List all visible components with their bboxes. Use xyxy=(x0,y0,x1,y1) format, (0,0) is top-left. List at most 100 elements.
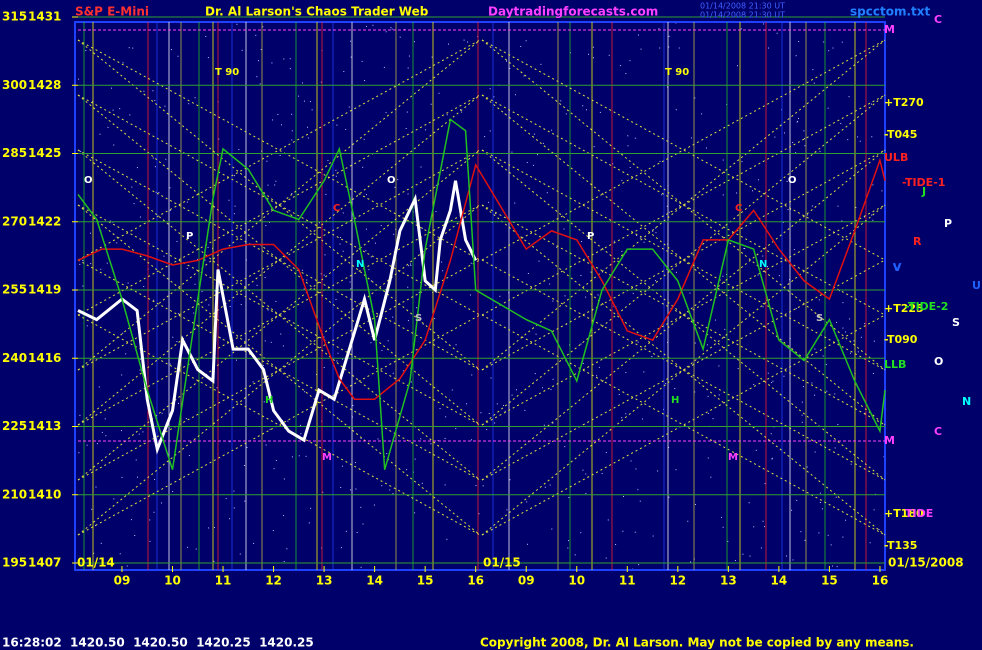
star xyxy=(188,455,190,457)
star xyxy=(154,479,156,481)
star xyxy=(336,360,338,362)
star xyxy=(265,225,267,227)
star xyxy=(803,130,805,132)
star xyxy=(365,25,367,27)
star xyxy=(337,352,339,354)
diagonal-line xyxy=(481,204,886,426)
star xyxy=(186,201,188,203)
star xyxy=(744,248,746,250)
star xyxy=(763,23,765,25)
star xyxy=(125,353,127,355)
star xyxy=(787,209,789,211)
star xyxy=(152,157,154,159)
star xyxy=(252,381,254,383)
star xyxy=(165,158,167,160)
star xyxy=(106,262,108,264)
star xyxy=(675,271,677,273)
star xyxy=(821,508,823,510)
star xyxy=(550,389,552,391)
star xyxy=(658,28,660,30)
star xyxy=(873,340,875,342)
star xyxy=(722,526,724,528)
level-label: LLB xyxy=(884,358,906,371)
star xyxy=(160,502,162,504)
star xyxy=(370,342,372,344)
star xyxy=(154,99,156,101)
star xyxy=(718,394,720,396)
chart-label: V xyxy=(893,263,901,274)
x-tick-label: 15 xyxy=(821,574,838,588)
star xyxy=(262,364,264,366)
star xyxy=(434,318,436,320)
star xyxy=(229,441,231,443)
star xyxy=(78,78,80,80)
star xyxy=(283,478,285,480)
star xyxy=(229,305,231,307)
star xyxy=(675,469,677,471)
star xyxy=(267,184,269,186)
diagonal-line xyxy=(77,94,481,426)
star xyxy=(323,336,325,338)
star xyxy=(176,341,178,343)
star xyxy=(289,68,291,70)
star xyxy=(387,340,389,342)
chart-label: N xyxy=(759,259,767,270)
star xyxy=(722,275,724,277)
diagonal-line xyxy=(481,259,886,481)
star xyxy=(825,364,827,366)
star xyxy=(283,514,285,516)
star xyxy=(850,463,852,465)
star xyxy=(826,390,828,392)
star xyxy=(335,175,337,177)
star xyxy=(370,280,372,282)
star xyxy=(666,205,668,207)
star xyxy=(585,492,587,494)
star xyxy=(82,285,84,287)
star xyxy=(556,246,558,248)
star xyxy=(335,169,337,171)
star xyxy=(535,333,537,335)
diagonal-line xyxy=(77,149,481,371)
diagonal-line xyxy=(481,39,886,371)
star xyxy=(343,71,345,73)
level-label: -T135 xyxy=(884,539,917,552)
star xyxy=(208,304,210,306)
star xyxy=(105,435,107,437)
star xyxy=(524,409,526,411)
star xyxy=(870,103,872,105)
star xyxy=(78,452,80,454)
star xyxy=(689,292,691,294)
star xyxy=(694,342,696,344)
star xyxy=(323,274,325,276)
star xyxy=(418,292,420,294)
star xyxy=(629,166,631,168)
star xyxy=(300,424,302,426)
star xyxy=(582,362,584,364)
star xyxy=(149,519,151,521)
star xyxy=(772,380,774,382)
star xyxy=(792,142,794,144)
chart-label: P xyxy=(587,231,594,242)
star xyxy=(132,47,134,49)
star xyxy=(243,464,245,466)
diagonal-line xyxy=(481,314,886,536)
star xyxy=(393,233,395,235)
level-label: M xyxy=(884,23,895,36)
star xyxy=(119,553,121,555)
chart-label: M xyxy=(322,452,332,463)
star xyxy=(406,469,408,471)
star xyxy=(275,180,277,182)
star xyxy=(635,468,637,470)
star xyxy=(752,190,754,192)
star xyxy=(451,389,453,391)
star xyxy=(345,128,347,130)
star xyxy=(320,81,322,83)
star xyxy=(233,490,235,492)
star xyxy=(842,536,844,538)
diagonal-line xyxy=(481,259,886,481)
star xyxy=(687,520,689,522)
star xyxy=(139,216,141,218)
star xyxy=(804,145,806,147)
x-tick-label: 12 xyxy=(669,574,686,588)
